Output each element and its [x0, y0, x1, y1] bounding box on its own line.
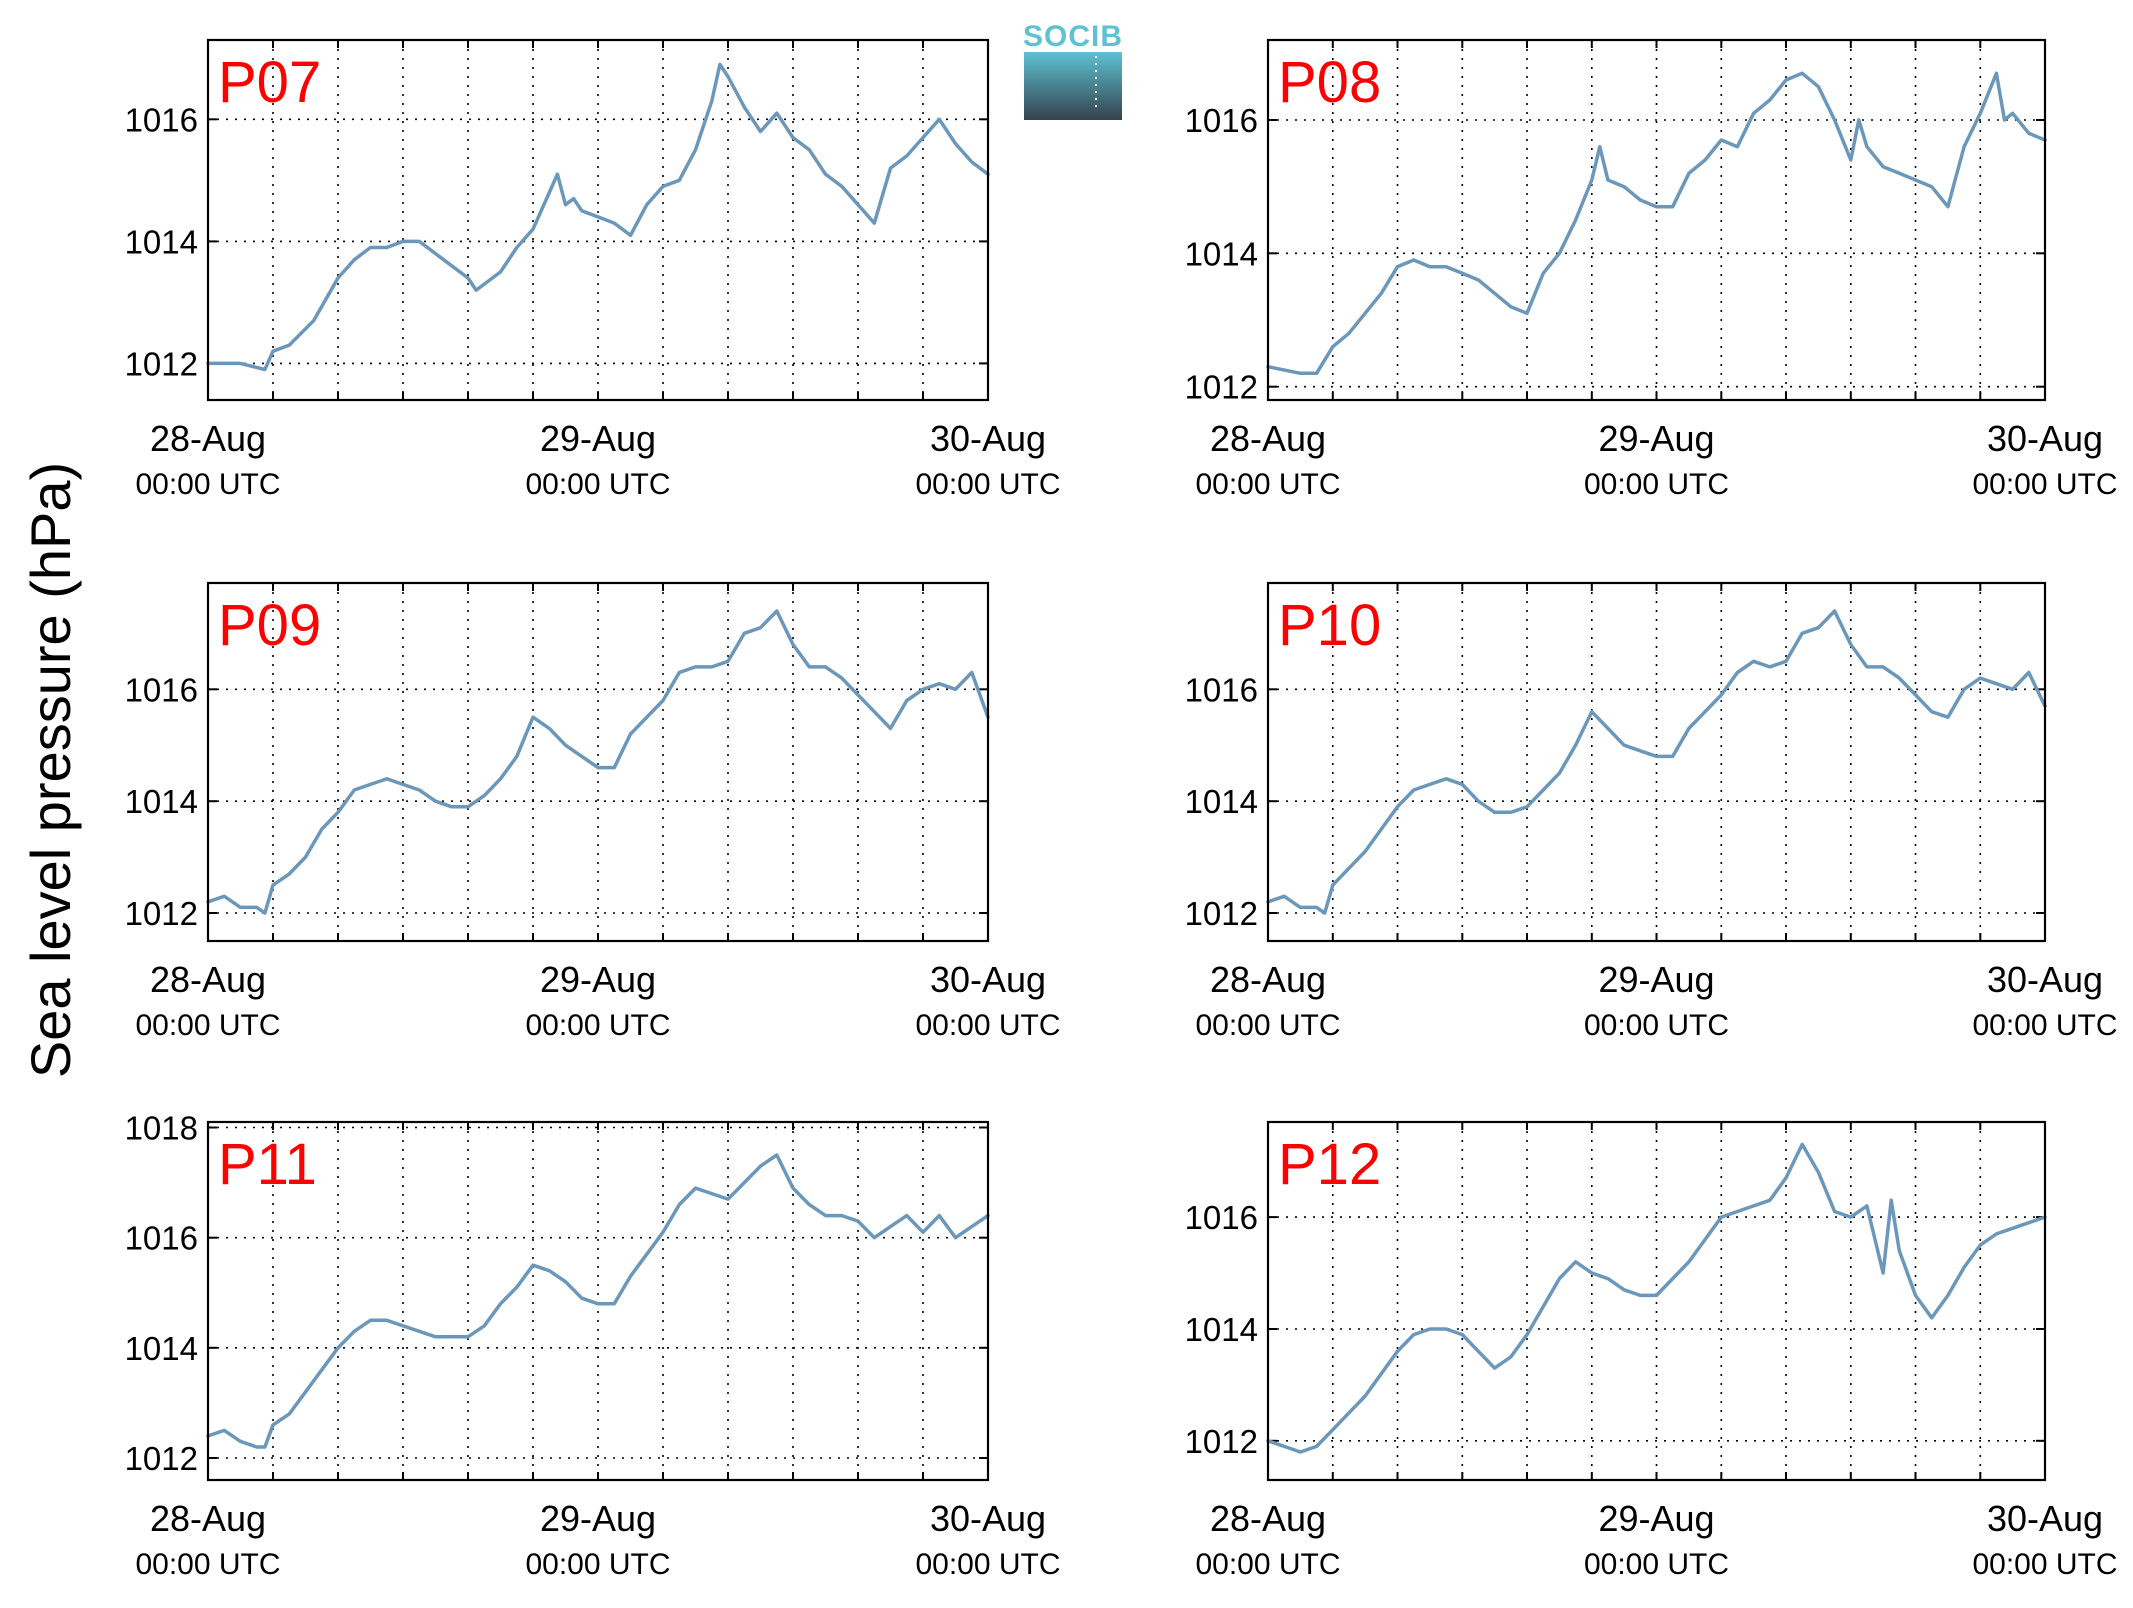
x-tick-date-label: 28-Aug: [150, 1498, 266, 1539]
panel-label: P10: [1278, 593, 1381, 658]
pressure-series-line: [1266, 1142, 2047, 1454]
pressure-series-line: [206, 609, 990, 915]
x-tick-date-label: 29-Aug: [540, 418, 656, 459]
x-tick-date-label: 28-Aug: [150, 959, 266, 1000]
x-tick-time-label: 00:00 UTC: [135, 468, 280, 501]
pressure-series-line: [1266, 71, 2047, 376]
x-tick-date-label: 30-Aug: [930, 959, 1046, 1000]
y-tick-label: 1014: [125, 783, 198, 820]
y-tick-label: 1016: [1185, 102, 1258, 139]
x-tick-date-label: 29-Aug: [540, 959, 656, 1000]
x-tick-date-label: 30-Aug: [1987, 1498, 2103, 1539]
x-tick-date-label: 30-Aug: [930, 1498, 1046, 1539]
x-tick-time-label: 00:00 UTC: [525, 468, 670, 501]
x-tick-time-label: 00:00 UTC: [1195, 1548, 1340, 1581]
x-tick-time-label: 00:00 UTC: [1972, 1009, 2117, 1042]
x-tick-date-label: 30-Aug: [1987, 418, 2103, 459]
y-tick-label: 1014: [125, 1330, 198, 1367]
x-tick-time-label: 00:00 UTC: [915, 1009, 1060, 1042]
x-tick-time-label: 00:00 UTC: [1195, 468, 1340, 501]
x-tick-time-label: 00:00 UTC: [525, 1009, 670, 1042]
socib-logo-text: SOCIB: [1023, 20, 1123, 53]
y-tick-label: 1012: [1185, 369, 1258, 406]
x-tick-date-label: 29-Aug: [540, 1498, 656, 1539]
x-tick-date-label: 28-Aug: [1210, 959, 1326, 1000]
axes-frame: [1266, 581, 2047, 943]
y-tick-label: 1016: [125, 1220, 198, 1257]
socib-logo-block: [1024, 52, 1122, 120]
y-tick-label: 1016: [1185, 1199, 1258, 1236]
panel-label: P12: [1278, 1132, 1381, 1197]
x-tick-time-label: 00:00 UTC: [525, 1548, 670, 1581]
x-tick-date-label: 30-Aug: [1987, 959, 2103, 1000]
x-tick-date-label: 29-Aug: [1598, 959, 1714, 1000]
y-tick-label: 1016: [1185, 671, 1258, 708]
x-tick-date-label: 28-Aug: [150, 418, 266, 459]
y-tick-label: 1012: [125, 345, 198, 382]
y-tick-label: 1012: [125, 1440, 198, 1477]
y-tick-label: 1014: [1185, 783, 1258, 820]
socib-logo: SOCIB: [1023, 20, 1123, 120]
panel-label: P11: [218, 1132, 317, 1197]
y-tick-label: 1016: [125, 101, 198, 138]
panel-label: P09: [218, 593, 321, 658]
panel-label: P08: [1278, 50, 1381, 115]
x-tick-date-label: 29-Aug: [1598, 418, 1714, 459]
pressure-series-line: [206, 62, 990, 372]
axes-frame: [206, 1120, 990, 1482]
y-tick-label: 1016: [125, 671, 198, 708]
axes-frame: [206, 38, 990, 402]
axes-frame: [1266, 1120, 2047, 1482]
y-tick-label: 1012: [1185, 1423, 1258, 1460]
panel-p08: 1012 1014 1016 P08 28-Aug 00:00 UTC 29-Aug 00:0…: [1185, 38, 2118, 501]
panel-label: P07: [218, 50, 321, 115]
x-tick-time-label: 00:00 UTC: [1195, 1009, 1340, 1042]
x-tick-time-label: 00:00 UTC: [135, 1009, 280, 1042]
pressure-series-line: [1266, 609, 2047, 915]
y-tick-label: 1014: [125, 223, 198, 260]
y-tick-label: 1014: [1185, 235, 1258, 272]
axes-frame: [206, 581, 990, 943]
x-tick-time-label: 00:00 UTC: [1584, 1548, 1729, 1581]
pressure-series-line: [206, 1153, 990, 1449]
x-tick-time-label: 00:00 UTC: [915, 468, 1060, 501]
x-tick-date-label: 28-Aug: [1210, 1498, 1326, 1539]
panel-p11: 1012 1014 1016 1018 P11 28-Aug 00:00 UTC 29-Aug…: [125, 1110, 1061, 1582]
x-tick-time-label: 00:00 UTC: [1584, 468, 1729, 501]
y-tick-label: 1012: [1185, 895, 1258, 932]
x-tick-time-label: 00:00 UTC: [915, 1548, 1060, 1581]
panel-p07: 1012 1014 1016 P07 28-Aug 00:00 UTC 29-Aug 00:0…: [125, 38, 1061, 501]
x-tick-date-label: 28-Aug: [1210, 418, 1326, 459]
x-tick-time-label: 00:00 UTC: [1584, 1009, 1729, 1042]
panel-p12: 1012 1014 1016 P12 28-Aug 00:00 UTC 29-Aug 00:0…: [1185, 1120, 2118, 1581]
x-tick-date-label: 30-Aug: [930, 418, 1046, 459]
y-tick-label: 1018: [125, 1110, 198, 1147]
x-tick-time-label: 00:00 UTC: [135, 1548, 280, 1581]
axes-frame: [1266, 38, 2047, 402]
y-axis-label: Sea level pressure (hPa): [19, 462, 82, 1078]
y-tick-label: 1012: [125, 895, 198, 932]
y-tick-label: 1014: [1185, 1311, 1258, 1348]
x-tick-time-label: 00:00 UTC: [1972, 468, 2117, 501]
panel-p09: 1012 1014 1016 P09 28-Aug 00:00 UTC 29-Aug 00:0…: [125, 581, 1061, 1042]
panel-p10: 1012 1014 1016 P10 28-Aug 00:00 UTC 29-Aug 00:0…: [1185, 581, 2118, 1042]
x-tick-date-label: 29-Aug: [1598, 1498, 1714, 1539]
x-tick-time-label: 00:00 UTC: [1972, 1548, 2117, 1581]
